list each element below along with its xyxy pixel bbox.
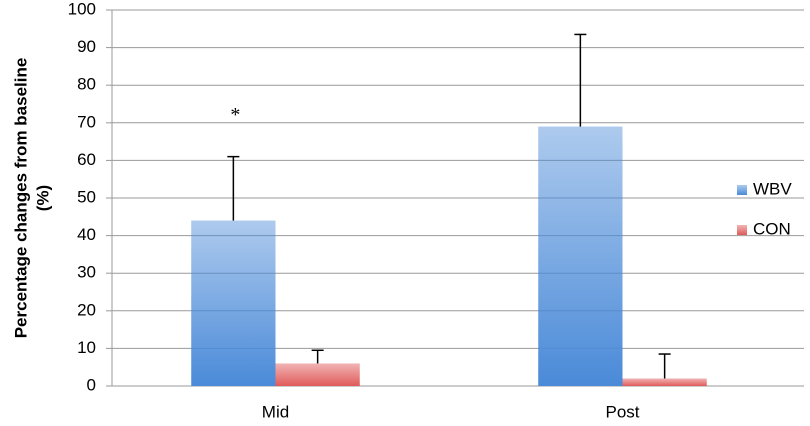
legend-label: WBV bbox=[753, 179, 792, 198]
y-tick-label: 90 bbox=[77, 37, 96, 56]
y-tick-label: 40 bbox=[77, 225, 96, 244]
bar bbox=[191, 220, 276, 386]
annotation: * bbox=[230, 104, 240, 126]
y-tick-label: 70 bbox=[77, 112, 96, 131]
y-tick-label: 50 bbox=[77, 187, 96, 206]
y-tick-label: 60 bbox=[77, 150, 96, 169]
legend-swatch bbox=[737, 185, 747, 195]
annotation: * bbox=[577, 0, 587, 4]
legend-swatch bbox=[737, 225, 747, 235]
y-tick-label: 80 bbox=[77, 75, 96, 94]
y-tick-label: 100 bbox=[68, 0, 96, 18]
y-tick-label: 20 bbox=[77, 300, 96, 319]
x-tick-label: Post bbox=[605, 402, 639, 421]
legend-label: CON bbox=[753, 219, 791, 238]
y-axis-title-line: (%) bbox=[33, 185, 52, 211]
bar bbox=[622, 378, 707, 386]
bar bbox=[538, 126, 623, 386]
x-tick-label: Mid bbox=[262, 402, 289, 421]
y-tick-label: 30 bbox=[77, 263, 96, 282]
y-axis-title-line: Percentage changes from baseline bbox=[11, 58, 30, 339]
y-tick-label: 0 bbox=[87, 375, 96, 394]
y-tick-label: 10 bbox=[77, 338, 96, 357]
y-axis-title: Percentage changes from baseline (%) bbox=[11, 58, 52, 339]
bar bbox=[275, 363, 360, 386]
